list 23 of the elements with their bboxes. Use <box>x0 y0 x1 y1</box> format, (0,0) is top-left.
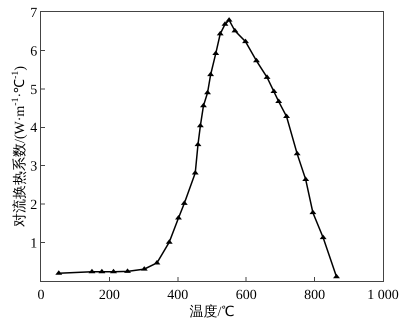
point <box>242 38 249 44</box>
x-tick-label: 1 000 <box>367 288 399 303</box>
y-tick-label: 4 <box>30 121 38 136</box>
y-tick-label: 7 <box>30 6 38 21</box>
x-axis-title: 温度/℃ <box>190 304 234 320</box>
x-tick-label: 0 <box>38 288 44 303</box>
x-tick-label: 800 <box>304 288 326 303</box>
point <box>88 268 96 274</box>
x-tick-label: 600 <box>236 288 257 303</box>
point <box>253 58 260 62</box>
y-tick-label: 6 <box>30 44 38 60</box>
y-tick-label: 5 <box>30 82 38 98</box>
x-tick-label: 200 <box>98 288 120 303</box>
point <box>124 268 131 273</box>
point <box>333 274 340 278</box>
point <box>194 142 202 146</box>
y-tick-label: 3 <box>30 160 38 175</box>
y-tick-label: 1 <box>30 236 38 252</box>
point <box>175 214 182 220</box>
point <box>110 268 117 274</box>
point <box>222 21 228 26</box>
y-tick-label: 2 <box>30 198 38 214</box>
x-tick-label: 400 <box>167 288 188 303</box>
